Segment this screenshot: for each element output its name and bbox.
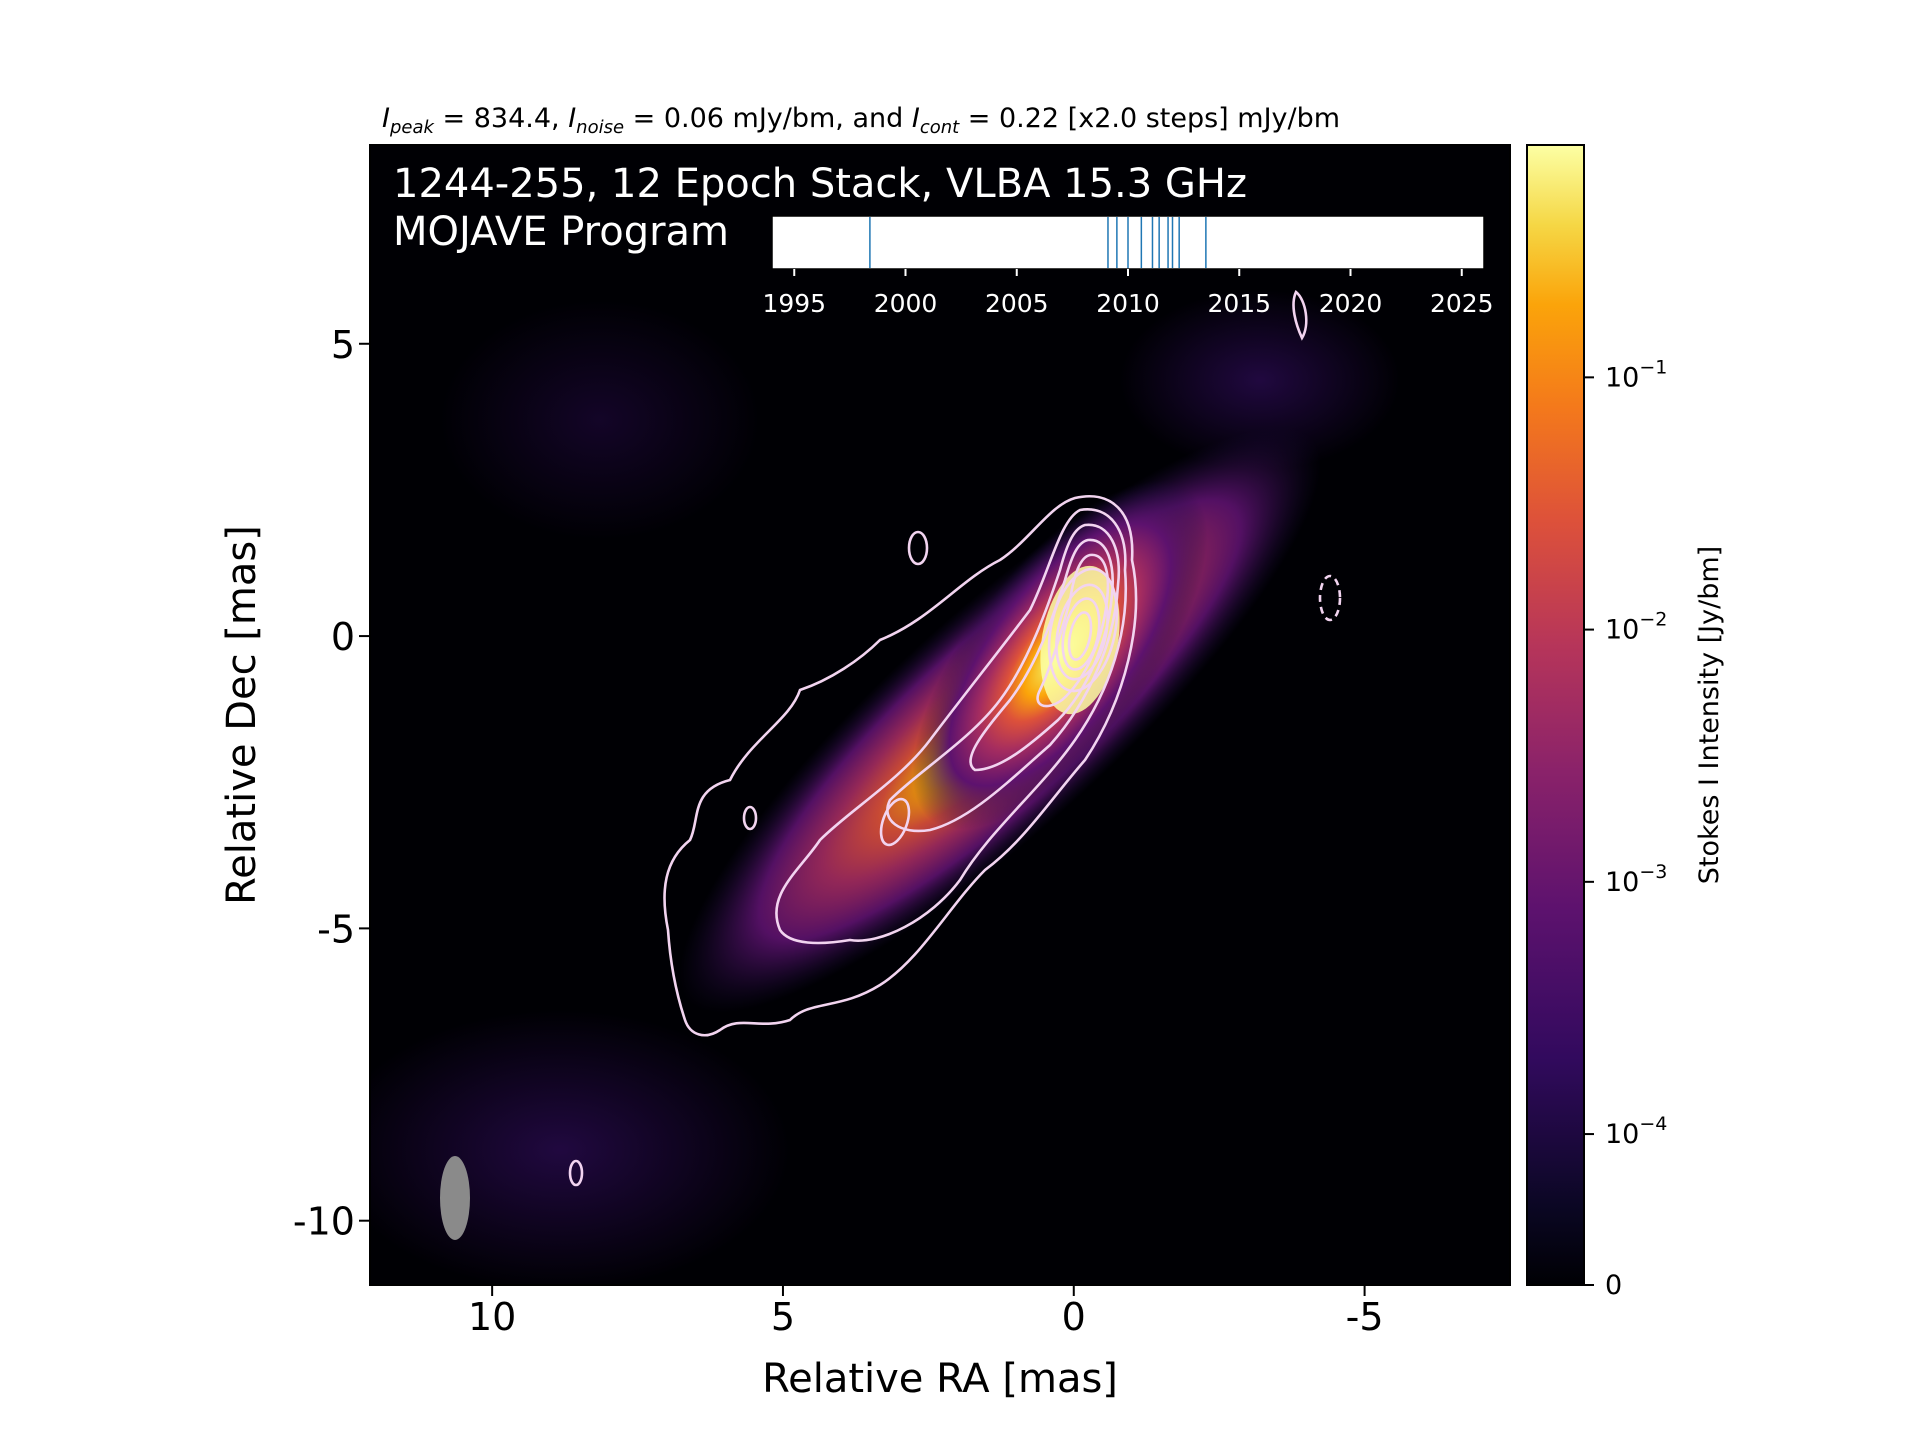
title-noise-val: = 0.06 mJy/bm, and xyxy=(624,103,912,134)
title-noise-sym: I xyxy=(568,103,576,134)
contour-level-4 xyxy=(969,538,1114,772)
colorbar-frame xyxy=(1526,144,1585,1286)
x-tick-label: 5 xyxy=(771,1295,795,1339)
plot-frame xyxy=(369,144,1511,1286)
contour-level-6 xyxy=(1047,567,1119,693)
contour-negative xyxy=(1318,574,1342,622)
chart-title: Ipeak = 834.4, Inoise = 0.06 mJy/bm, and… xyxy=(382,103,1340,138)
contour-level-1 xyxy=(663,495,1138,1037)
y-tick-label: -10 xyxy=(293,1200,355,1244)
colorbar-tick-label: 0 xyxy=(1605,1270,1622,1301)
colorbar-tick-label: 10−3 xyxy=(1605,861,1667,898)
timeline-tick-label: 2010 xyxy=(1096,289,1160,318)
title-cont-sub: cont xyxy=(920,117,960,138)
title-peak-sub: peak xyxy=(389,117,436,138)
contour-set xyxy=(568,289,1342,1187)
timeline-tick-label: 2025 xyxy=(1430,289,1494,318)
colorbar-label: Stokes I Intensity [Jy/bm] xyxy=(1694,546,1725,884)
source-label-line2: MOJAVE Program xyxy=(393,209,729,255)
colorbar-ticks: 10−110−210−310−40 xyxy=(1584,356,1667,1301)
colorbar-tick-base: 10 xyxy=(1605,867,1639,898)
timeline-tick-label: 2005 xyxy=(985,289,1049,318)
colorbar-tick-label: 10−4 xyxy=(1605,1113,1667,1150)
colorbar-tick-exponent: −3 xyxy=(1639,861,1667,883)
epoch-lines xyxy=(869,217,1207,268)
contour-island xyxy=(879,797,911,847)
colorbar-tick-base: 10 xyxy=(1605,1119,1639,1150)
y-tick-label: 5 xyxy=(331,323,355,367)
x-tick-label: 10 xyxy=(468,1295,516,1339)
timeline-tick-label: 2015 xyxy=(1207,289,1271,318)
source-label-line1: 1244-255, 12 Epoch Stack, VLBA 15.3 GHz xyxy=(393,161,1247,207)
contour-level-7 xyxy=(1055,583,1109,681)
core-peak xyxy=(1040,565,1120,715)
x-axis-label: Relative RA [mas] xyxy=(762,1356,1118,1402)
timeline-tick-label: 1995 xyxy=(762,289,826,318)
y-axis-ticks: 5 0 -5 -10 xyxy=(293,323,370,1244)
contour-level-2 xyxy=(775,508,1127,945)
x-axis-ticks: 10 5 0 -5 xyxy=(468,1285,1384,1339)
title-cont-sym: I xyxy=(912,103,920,134)
contour-island xyxy=(1292,289,1308,341)
intensity-image: 1244-255, 12 Epoch Stack, VLBA 15.3 GHz … xyxy=(370,145,1510,1285)
contour-island xyxy=(907,530,929,566)
timeline-tick-label: 2020 xyxy=(1319,289,1383,318)
colorbar-gradient xyxy=(1527,145,1584,1285)
colorbar-tick-label: 10−2 xyxy=(1605,609,1667,646)
title-noise-sub: noise xyxy=(576,117,624,138)
contour-level-9 xyxy=(1067,611,1093,661)
colorbar: 10−110−210−310−40 Stokes I Intensity [Jy… xyxy=(1526,144,1725,1301)
noise-haze xyxy=(370,1010,790,1285)
colorbar-tick-base: 10 xyxy=(1605,615,1639,646)
epoch-timeline: 1995 2000 2005 2010 2015 2020 2025 xyxy=(762,215,1494,318)
x-tick-label: -5 xyxy=(1346,1295,1384,1339)
contour-island xyxy=(568,1159,584,1187)
x-tick-label: 0 xyxy=(1062,1295,1086,1339)
noise-haze xyxy=(1120,290,1400,470)
colorbar-tick-label: 10−1 xyxy=(1605,356,1667,393)
title-peak-val: = 834.4, xyxy=(434,103,568,134)
colorbar-tick-base: 10 xyxy=(1605,362,1639,393)
colorbar-tick-exponent: −4 xyxy=(1639,1113,1667,1135)
noise-haze xyxy=(440,300,760,540)
beam-ellipse xyxy=(440,1156,470,1240)
colorbar-tick-exponent: −1 xyxy=(1639,356,1667,378)
title-peak-sym: I xyxy=(382,103,390,134)
y-axis-label: Relative Dec [mas] xyxy=(219,525,265,905)
y-tick-label: -5 xyxy=(317,907,355,951)
colorbar-tick-base: 0 xyxy=(1605,1270,1622,1301)
timeline-ticks: 1995 2000 2005 2010 2015 2020 2025 xyxy=(762,269,1494,318)
y-tick-label: 0 xyxy=(331,615,355,659)
contour-island xyxy=(742,805,758,831)
contour-level-8 xyxy=(1061,597,1101,671)
colorbar-tick-exponent: −2 xyxy=(1639,609,1667,631)
timeline-tick-label: 2000 xyxy=(874,289,938,318)
title-cont-val: = 0.22 [x2.0 steps] mJy/bm xyxy=(959,103,1340,134)
